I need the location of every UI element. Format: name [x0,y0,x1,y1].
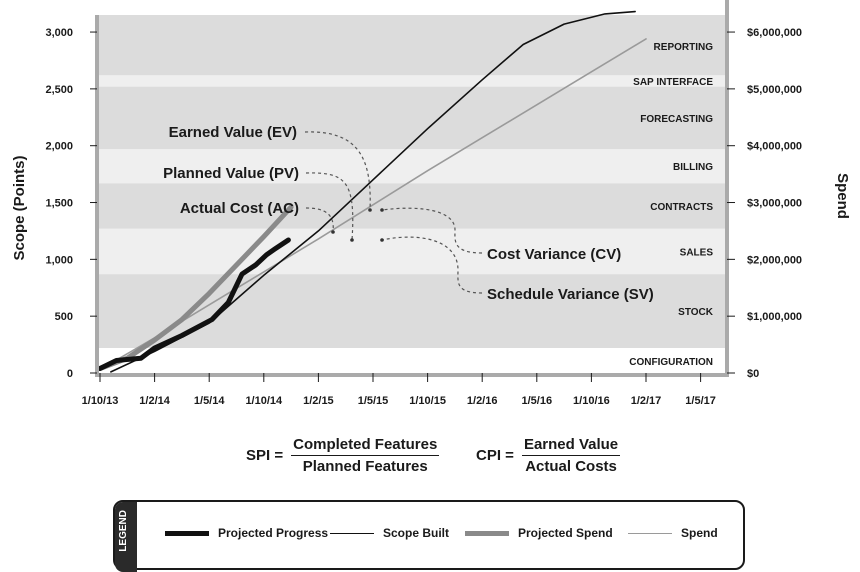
legend-item-scope-built: Scope Built [330,526,449,540]
band-label: STOCK [678,307,714,318]
series-layer [97,10,647,373]
x-tick-label: 1/2/16 [467,395,498,407]
legend-swatch [465,530,509,536]
band-layer: CONFIGURATION STOCK SALES CONTRACTS BILLING F… [97,15,727,373]
band-sap-interface [97,75,727,87]
band-configuration [97,347,727,373]
band-label: BILLING [673,162,713,173]
earned-value-leader [304,131,371,211]
x-tick-label: 1/2/14 [139,395,170,407]
planned-value-leader [305,172,354,241]
legend-title: LEGEND [118,510,129,552]
y-right-tick-label: $3,000,000 [747,198,802,210]
y-left-tick-label: 500 [55,311,73,323]
y-left-tick-label: 1,500 [45,198,73,210]
cpi-fraction: Earned Value Actual Costs [521,436,621,475]
cost-variance-leader [381,207,483,254]
x-tick-label: 1/2/17 [631,395,662,407]
y-right-tick-label: $4,000,000 [747,141,802,153]
y-left-tick-label: 3,000 [45,27,73,39]
band-contracts [97,183,727,229]
x-tick-label: 1/10/15 [409,395,446,407]
legend-label: Projected Spend [518,526,613,540]
y-left-tick-label: 2,000 [45,141,73,153]
series-line-projected-progress [97,237,291,371]
cpi-lhs: CPI = [476,447,514,464]
x-tick-label: 1/5/15 [358,395,389,407]
band-forecasting [97,86,727,150]
spi-fraction: Completed Features Planned Features [291,436,440,475]
band-sales [97,228,727,275]
legend-swatch [330,532,374,534]
band-reporting [97,15,727,76]
x-tick-label: 1/10/14 [245,395,283,407]
x-tick-label: 1/5/17 [685,395,716,407]
series-line-projected-spend [97,204,294,371]
y-right-tick-label: $6,000,000 [747,27,802,39]
x-tick-label: 1/10/13 [82,395,119,407]
x-tick-label: 1/10/16 [573,395,610,407]
y-left-tick-label: 2,500 [45,84,73,96]
cost-variance-leader-head [380,208,384,212]
chart: CONFIGURATION STOCK SALES CONTRACTS BILLING F… [11,0,851,407]
legend-label: Projected Progress [218,526,329,540]
y-right-tick-label: $2,000,000 [747,254,802,266]
cpi-numerator: Earned Value [521,436,621,456]
annotation-schedule-variance: Schedule Variance (SV) [487,286,654,303]
legend: LEGEND Projected Progress Scope Built Pr… [113,500,745,572]
annotation-planned-value: Planned Value (PV) [163,165,299,182]
band-label: CONFIGURATION [629,357,713,368]
legend-label: Spend [681,526,718,540]
x-tick-label: 1/5/16 [522,395,553,407]
legend-tab: LEGEND [115,502,137,572]
actual-cost-leader [305,207,334,233]
band-label: REPORTING [654,42,714,53]
legend-item-projected-progress: Projected Progress [165,526,328,540]
y-left-tick-label: 1,000 [45,254,73,266]
y-right-tick-label: $1,000,000 [747,311,802,323]
actual-cost-leader-head [331,230,335,234]
legend-swatch [628,532,672,534]
series-line-spend [99,38,647,371]
cpi-denominator: Actual Costs [525,458,617,475]
spi-formula: SPI = Completed Features Planned Feature… [246,436,440,475]
x-tick-label: 1/5/14 [194,395,225,407]
y-right-tick-label: $0 [747,368,759,380]
x-tick-label: 1/2/15 [303,395,334,407]
annotation-cost-variance: Cost Variance (CV) [487,246,621,263]
earned-value-leader-head [368,208,372,212]
spi-lhs: SPI = [246,447,284,464]
legend-swatch [165,530,209,536]
band-label: FORECASTING [640,114,713,125]
cpi-formula: CPI = Earned Value Actual Costs [476,436,621,475]
schedule-variance-leader [381,236,483,294]
band-label: CONTRACTS [650,202,713,213]
band-stock [97,274,727,348]
y-left-axis-title: Scope (Points) [11,155,28,260]
spi-denominator: Planned Features [302,458,428,475]
annotation-actual-cost: Actual Cost (AC) [180,200,299,217]
legend-label: Scope Built [383,526,450,540]
y-left-tick-label: 0 [67,368,73,380]
axes-layer: 0 500 1,000 1,500 2,000 2,500 3,000 $0 $1,000,00… [11,0,851,407]
band-label: SAP INTERFACE [633,77,713,88]
planned-value-leader-head [350,238,354,242]
spi-numerator: Completed Features [291,436,440,456]
y-right-axis-title: Spend [834,173,851,219]
band-label: SALES [680,247,714,258]
y-right-tick-label: $5,000,000 [747,84,802,96]
legend-item-projected-spend: Projected Spend [465,526,613,540]
schedule-variance-leader-head [380,238,384,242]
annotation-earned-value: Earned Value (EV) [169,124,297,141]
annotation-layer: Earned Value (EV) Planned Value (PV) Actua… [163,124,654,303]
band-billing [97,149,727,184]
legend-item-spend: Spend [628,526,718,540]
